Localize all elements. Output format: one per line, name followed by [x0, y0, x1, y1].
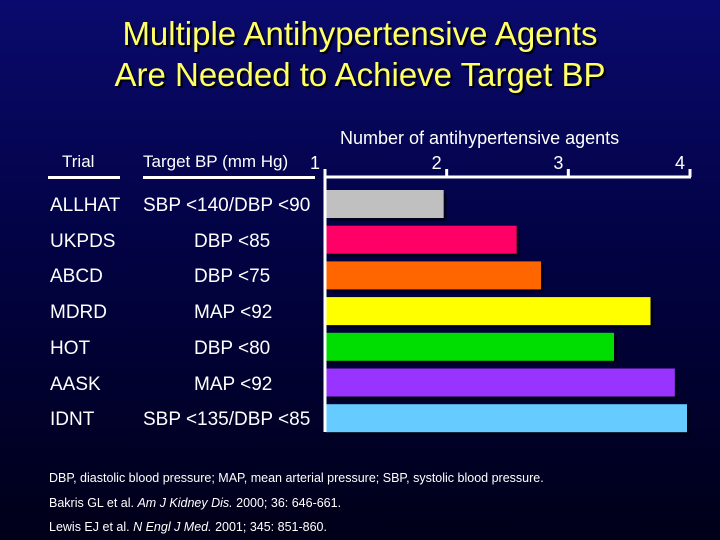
- trial-label: UKPDS: [50, 230, 116, 252]
- trial-label: HOT: [50, 337, 91, 359]
- trial-label: ALLHAT: [50, 195, 121, 216]
- ref1-authors: Bakris GL et al.: [49, 496, 138, 510]
- trial-label: IDNT: [50, 409, 95, 431]
- target-bp-label: SBP <140/DBP <90: [143, 195, 311, 216]
- trial-label: ABCD: [50, 266, 103, 288]
- bar-ukpds: [326, 225, 517, 254]
- bar-aask: [326, 368, 675, 397]
- x-tick-label: 4: [675, 153, 685, 173]
- target-header-underline: [143, 176, 315, 179]
- target-bp-label: MAP <92: [194, 373, 273, 395]
- trial-column-header: Trial: [62, 152, 95, 171]
- reference-lewis: Lewis EJ et al. N Engl J Med. 2001; 345:…: [49, 520, 327, 534]
- bar-hot: [326, 332, 614, 361]
- target-bp-column-header: Target BP (mm Hg): [143, 152, 289, 171]
- target-bp-label: DBP <80: [194, 337, 271, 359]
- x-tick-label: 3: [553, 153, 563, 173]
- reference-bakris: Bakris GL et al. Am J Kidney Dis. 2000; …: [49, 496, 341, 510]
- target-bp-label: DBP <75: [194, 266, 271, 288]
- x-tick-label: 2: [432, 153, 442, 173]
- target-bp-label: SBP <135/DBP <85: [143, 409, 311, 431]
- x-tick-label: 1: [310, 153, 320, 173]
- ref2-authors: Lewis EJ et al.: [49, 520, 134, 534]
- bar-mdrd: [326, 297, 651, 326]
- slide-title-line2: Are Needed to Achieve Target BP: [114, 56, 606, 93]
- slide-title-line1: Multiple Antihypertensive Agents: [122, 15, 598, 52]
- ref1-citation: 2000; 36: 646-661.: [232, 496, 342, 510]
- bar-idnt: [326, 404, 687, 433]
- x-axis-label: Number of antihypertensive agents: [340, 128, 620, 148]
- ref2-journal: N Engl J Med.: [133, 520, 212, 534]
- bar-abcd: [326, 261, 541, 290]
- trial-label: AASK: [50, 373, 101, 395]
- abbreviations-footnote: DBP, diastolic blood pressure; MAP, mean…: [49, 471, 544, 485]
- trial-header-underline: [48, 176, 120, 179]
- bar-allhat: [326, 190, 444, 218]
- ref2-citation: 2001; 345: 851-860.: [211, 520, 327, 534]
- target-bp-label: MAP <92: [194, 302, 273, 324]
- ref1-journal: Am J Kidney Dis.: [137, 496, 233, 510]
- target-bp-label: DBP <85: [194, 230, 271, 252]
- trial-label: MDRD: [50, 302, 107, 324]
